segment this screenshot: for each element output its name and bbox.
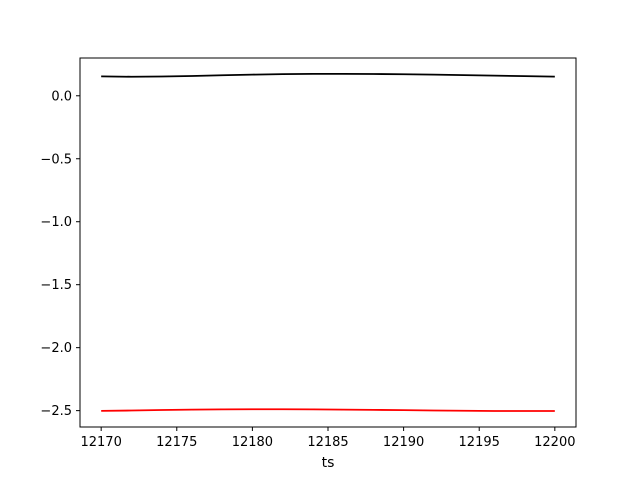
y-axis-ticks: 0.0 −0.5 −1.0 −1.5 −2.0 −2.5 (40, 89, 80, 419)
y-tick-label: 0.0 (51, 89, 72, 104)
y-tick-label: −1.5 (40, 278, 72, 293)
x-axis-label: ts (322, 455, 335, 471)
x-tick-label: 12175 (156, 435, 197, 450)
x-tick-label: 12170 (80, 435, 121, 450)
x-tick-label: 12180 (232, 435, 273, 450)
x-tick-label: 12195 (459, 435, 500, 450)
series-line-1 (101, 72, 555, 78)
x-tick-label: 12200 (534, 435, 575, 450)
y-tick-label: −1.0 (40, 215, 72, 230)
x-tick-label: 12190 (383, 435, 424, 450)
y-tick-label: −2.0 (40, 341, 72, 356)
series-line-2 (101, 408, 555, 412)
x-tick-label: 12185 (307, 435, 348, 450)
series-layer (101, 72, 555, 412)
x-axis-ticks: 12170 12175 12180 12185 12190 12195 12200 (80, 427, 576, 450)
y-tick-label: −2.5 (40, 404, 72, 419)
y-tick-label: −0.5 (40, 152, 72, 167)
